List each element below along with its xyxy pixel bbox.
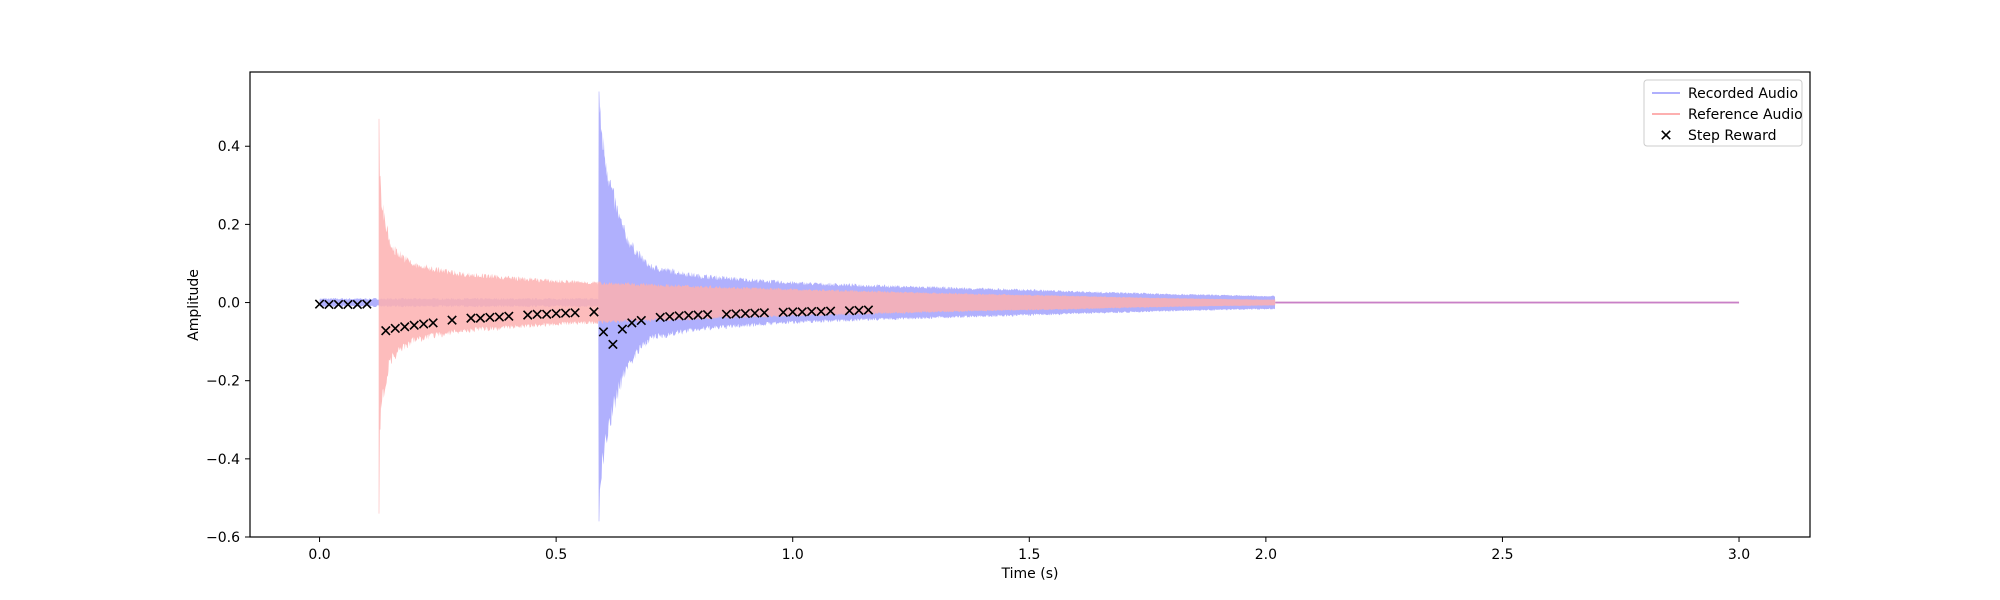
reward-point: [324, 299, 334, 310]
legend-label: Recorded Audio: [1688, 86, 1798, 102]
reward-point: [466, 313, 476, 323]
reward-point: [664, 311, 675, 322]
reward-point: [797, 307, 807, 317]
x-tick-label: 3.0: [1728, 547, 1750, 563]
reward-point: [381, 325, 391, 336]
reward-point: [854, 305, 864, 316]
reward-point: [475, 313, 486, 323]
reward-point: [655, 312, 665, 323]
y-tick-label: −0.2: [206, 374, 240, 390]
y-tick-label: −0.6: [206, 530, 240, 546]
reward-point: [390, 323, 401, 334]
reward-point: [731, 309, 741, 319]
reward-point: [362, 299, 372, 309]
reward-point: [560, 308, 571, 318]
x-axis: 0.0 0.5 1.0 1.5 2.0 2.5 3.0: [308, 537, 1750, 563]
reward-point: [806, 306, 817, 317]
reward-point: [532, 309, 542, 320]
reward-point: [740, 308, 751, 319]
reward-point: [750, 308, 760, 318]
reward-point: [409, 320, 419, 330]
legend: Recorded Audio Reference Audio Step Reward: [1643, 79, 1803, 147]
legend-label: Reference Audio: [1688, 107, 1803, 123]
y-axis-label: Amplitude: [186, 269, 202, 341]
axes-frame: [249, 71, 1811, 538]
reward-point: [627, 318, 637, 328]
reward-point: [504, 311, 514, 321]
y-tick-label: 0.0: [218, 296, 240, 312]
reward-point: [352, 299, 363, 310]
reward-point: [570, 307, 580, 318]
reward-point: [787, 307, 798, 317]
reward-point: [674, 311, 684, 321]
reward-point: [759, 307, 770, 318]
reward-point: [333, 299, 344, 310]
reward-point: [494, 312, 505, 322]
x-tick-label: 1.0: [782, 547, 804, 563]
reward-point: [314, 299, 325, 309]
reward-point: [343, 299, 353, 310]
reward-point: [702, 309, 713, 320]
legend-swatch: [1661, 130, 1671, 140]
x-axis-label: Time (s): [1001, 566, 1059, 582]
reward-point: [844, 305, 855, 316]
reward-point: [608, 339, 618, 350]
reward-point: [598, 327, 609, 337]
reward-point: [863, 305, 874, 315]
reward-point: [551, 308, 561, 319]
reward-point: [693, 310, 703, 320]
x-tick-label: 2.5: [1491, 547, 1513, 563]
reward-point: [541, 309, 552, 320]
legend-box: [1643, 79, 1803, 147]
reward-point: [447, 315, 457, 325]
x-tick-label: 0.0: [308, 547, 330, 563]
y-axis: −0.6 −0.4 −0.2 0.0 0.2 0.4: [206, 139, 250, 546]
y-tick-label: 0.2: [218, 217, 240, 233]
reward-point: [816, 306, 826, 317]
reward-point: [617, 324, 628, 334]
reward-point: [418, 319, 429, 329]
reward-point: [399, 322, 410, 332]
reward-point: [825, 306, 836, 316]
reward-point: [522, 310, 533, 320]
y-tick-label: −0.4: [206, 452, 240, 468]
reward-point: [721, 309, 732, 320]
reward-point: [778, 307, 789, 318]
legend-label: Step Reward: [1688, 128, 1776, 144]
y-tick-label: 0.4: [218, 139, 240, 155]
reward-point: [683, 310, 694, 321]
reward-point: [428, 318, 438, 328]
x-tick-label: 1.5: [1018, 547, 1040, 563]
x-tick-label: 2.0: [1255, 547, 1277, 563]
reward-point: [589, 307, 599, 317]
reward-point: [636, 315, 647, 326]
plot-area: [314, 91, 1740, 522]
reward-point: [485, 312, 495, 323]
x-tick-label: 0.5: [545, 547, 567, 563]
series-step-reward: [314, 299, 874, 350]
